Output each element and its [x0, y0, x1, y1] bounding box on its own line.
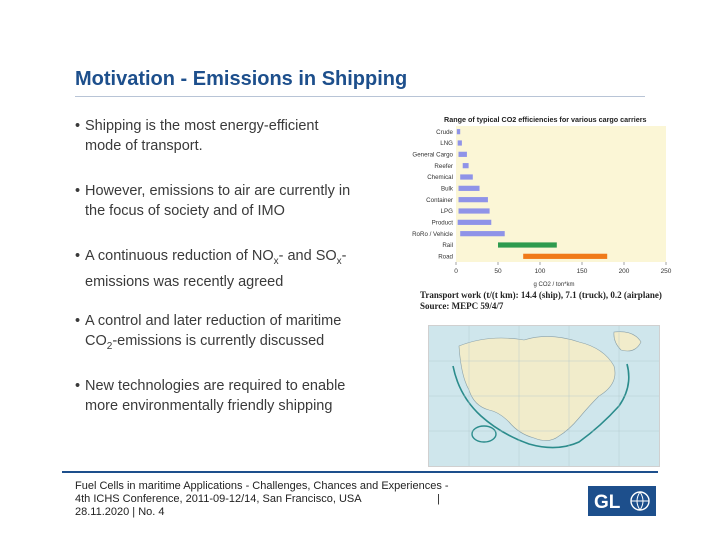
chart-category-label: LNG	[440, 140, 453, 147]
chart-bar	[457, 140, 462, 146]
chart-category-label: Bulk	[441, 186, 454, 193]
bullet-2: • However, emissions to air are currently…	[75, 181, 395, 221]
bullet-5-line-2: more environmentally friendly shipping	[85, 398, 333, 414]
chart-bar	[462, 163, 469, 169]
bullet-1-line-2: mode of transport.	[85, 138, 203, 154]
bullet-3: • A continuous reduction of NOx- and SOx-…	[75, 246, 395, 292]
bullet-5: • New technologies are required to enable…	[75, 376, 395, 416]
bullet-4: • A control and later reduction of mariti…	[75, 313, 342, 352]
slide-title: Motivation - Emissions in Shipping	[75, 68, 408, 90]
bullet-4-line-2b: -emissions is currently discussed	[112, 333, 325, 349]
footer-separator: |	[437, 493, 440, 505]
gl-logo-text: GL	[594, 492, 621, 513]
chart-bar	[460, 231, 505, 237]
bullet-3-line-2: emissions was recently agreed	[85, 273, 284, 290]
chart-bar	[498, 242, 557, 248]
chart-bar	[523, 253, 608, 259]
chart-category-label: Product	[432, 220, 454, 227]
footer: Fuel Cells in maritime Applications - Ch…	[75, 480, 449, 519]
bullet-4-line-2a: CO	[85, 333, 107, 349]
bullet-2-line-1: However, emissions to air are currently …	[85, 183, 351, 199]
chart-tick-label: 50	[494, 268, 502, 275]
chart-tick-label: 100	[535, 268, 546, 275]
emission-control-area-boundary	[452, 363, 630, 449]
north-america-landmass	[458, 336, 616, 441]
chart-category-label: Crude	[436, 129, 453, 136]
transport-work-line: Transport work (t/(t km): 14.4 (ship), 7…	[420, 290, 662, 300]
footer-line-3: 28.11.2020 | No. 4	[75, 506, 165, 518]
transport-work-note: Transport work (t/(t km): 14.4 (ship), 7…	[420, 290, 662, 312]
bullet-1: • Shipping is the most energy-efficient m…	[75, 116, 395, 156]
footer-divider	[62, 471, 658, 473]
bullet-5-line-1: New technologies are required to enable	[85, 378, 346, 394]
gl-logo: GL	[588, 486, 656, 516]
chart-title: Range of typical CO2 efficiencies for va…	[444, 115, 647, 124]
chart-category-label: Rail	[442, 242, 453, 249]
chart-category-label: Container	[426, 197, 453, 204]
bullet-3-line-1c: -	[341, 248, 347, 264]
north-america-emission-control-map	[428, 325, 660, 467]
chart-category-label: RoRo / Vehicle	[412, 231, 453, 238]
hawaii-eca-boundary	[471, 425, 497, 443]
chart-tick-label: 200	[619, 268, 630, 275]
chart-tick-label: 250	[661, 268, 672, 275]
greenland-landmass	[613, 331, 642, 352]
bullet-2-line-2: the focus of society and of IMO	[85, 203, 285, 219]
bullet-3-line-1a: A continuous reduction of NO	[85, 248, 274, 264]
chart-plot-background	[456, 126, 666, 262]
bullet-4-line-1: A control and later reduction of maritim…	[85, 313, 342, 329]
chart-bar	[458, 151, 467, 157]
footer-line-1: Fuel Cells in maritime Applications - Ch…	[75, 480, 449, 492]
chart-tick-label: 0	[454, 268, 458, 275]
chart-svg: Range of typical CO2 efficiencies for va…	[412, 115, 672, 288]
chart-category-label: Chemical	[427, 174, 453, 181]
title-divider	[75, 96, 645, 97]
chart-category-label: Reefer	[434, 163, 453, 170]
chart-tick-label: 150	[577, 268, 588, 275]
bullet-4-sub: 2	[106, 340, 113, 352]
source-reference: Source: MEPC 59/4/7	[420, 301, 504, 311]
chart-bar	[458, 197, 488, 203]
chart-bar	[456, 129, 461, 135]
bullet-3-sub-2: x	[336, 255, 342, 267]
bullet-3-line-1b: - and SO	[278, 248, 337, 264]
chart-bar	[458, 185, 480, 191]
co2-efficiency-chart: Range of typical CO2 efficiencies for va…	[404, 112, 680, 288]
map-grid	[429, 326, 659, 466]
bullet-1-line-1: Shipping is the most energy-efficient	[85, 118, 319, 134]
chart-bar	[460, 174, 473, 180]
bullet-3-sub-1: x	[273, 255, 279, 267]
gl-logo-globe-lines	[631, 491, 649, 511]
chart-category-label: General Cargo	[412, 152, 453, 159]
gl-logo-graphic: GL	[588, 486, 656, 516]
footer-line-2: 4th ICHS Conference, 2011-09-12/14, San …	[75, 493, 362, 505]
chart-bar	[458, 208, 490, 214]
chart-category-label: LPG	[441, 208, 454, 215]
map-graphic	[429, 326, 659, 466]
chart-x-axis-label: g CO2 / ton*km	[533, 282, 574, 288]
chart-bar	[457, 219, 492, 225]
chart-category-label: Road	[438, 254, 453, 261]
